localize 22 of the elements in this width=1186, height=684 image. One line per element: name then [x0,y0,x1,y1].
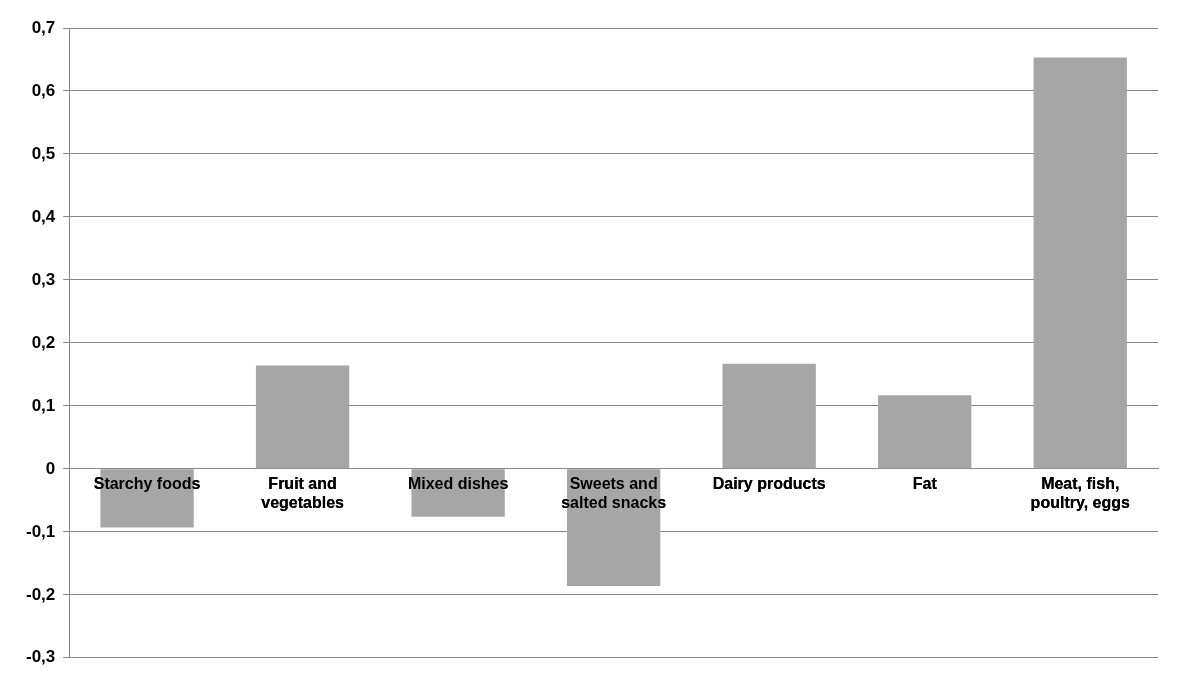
y-tick-label: -0,1 [26,521,56,541]
y-tick-label: -0,3 [26,647,56,667]
x-tick-label: Dairy products [712,474,826,492]
x-tick-label: Meat, fish, poultry, eggs [1030,474,1130,512]
x-tick-label: Mixed dishes [407,474,509,492]
bar [878,395,972,469]
x-tick-label: Fruit and vegetables [261,474,345,512]
y-tick-label: 0,2 [31,332,56,352]
y-tick-label: 0,4 [31,206,56,226]
y-tick-label: 0,6 [31,80,56,100]
x-tick-label: Starchy foods [93,474,201,492]
x-tick-label: Sweets and salted snacks [561,474,667,512]
y-tick-label: 0,3 [31,269,56,289]
bar [255,365,350,469]
bar [1033,57,1127,469]
bar [722,363,816,469]
y-tick-label: 0,1 [31,395,56,415]
y-tick-label: 0,5 [31,143,56,163]
y-tick-label: 0 [45,458,56,478]
y-tick-label: -0,2 [26,584,56,604]
x-tick-label: Fat [912,474,938,492]
y-tick-label: 0,7 [31,17,56,37]
